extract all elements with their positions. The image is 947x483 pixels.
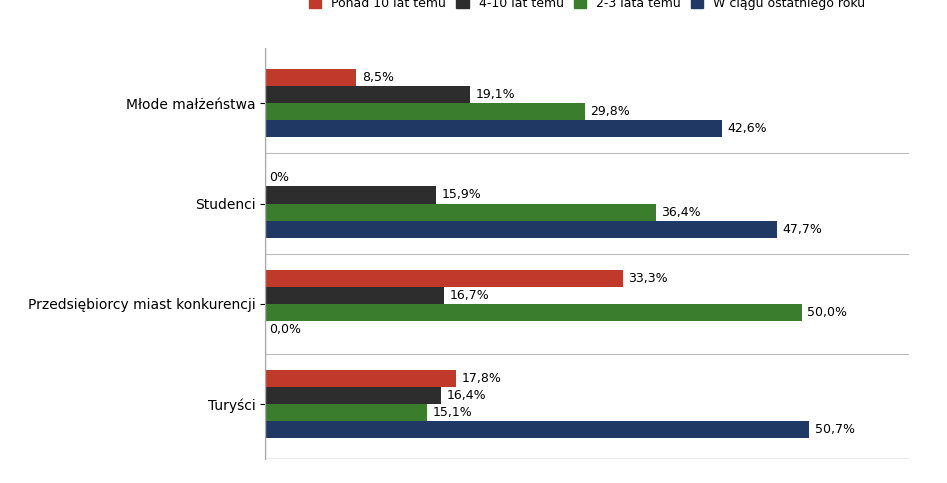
Bar	[265, 120, 723, 138]
Bar	[265, 387, 441, 404]
Text: 15,9%: 15,9%	[441, 188, 481, 201]
Text: 16,7%: 16,7%	[450, 289, 490, 301]
Text: 42,6%: 42,6%	[727, 122, 767, 135]
Bar	[265, 186, 436, 203]
Text: 50,0%: 50,0%	[807, 306, 848, 319]
Bar	[265, 203, 656, 221]
Bar	[265, 421, 810, 438]
Text: 15,1%: 15,1%	[433, 406, 473, 419]
Bar	[265, 221, 777, 238]
Text: 50,7%: 50,7%	[814, 423, 855, 436]
Bar	[265, 70, 356, 86]
Text: 0%: 0%	[270, 171, 290, 185]
Bar	[265, 270, 622, 286]
Bar	[265, 404, 427, 421]
Text: 29,8%: 29,8%	[590, 105, 630, 118]
Bar	[265, 86, 470, 103]
Bar	[265, 103, 585, 120]
Text: 36,4%: 36,4%	[661, 206, 701, 218]
Text: 8,5%: 8,5%	[362, 71, 394, 85]
Text: 17,8%: 17,8%	[461, 372, 502, 385]
Bar	[265, 304, 802, 321]
Text: 0,0%: 0,0%	[270, 323, 301, 336]
Legend: Ponad 10 lat temu, 4-10 lat temu, 2-3 lata temu, W ciągu ostatniego roku: Ponad 10 lat temu, 4-10 lat temu, 2-3 la…	[309, 0, 866, 10]
Text: 16,4%: 16,4%	[447, 389, 486, 402]
Text: 19,1%: 19,1%	[475, 88, 515, 101]
Bar	[265, 286, 444, 304]
Text: 47,7%: 47,7%	[782, 223, 822, 236]
Text: 33,3%: 33,3%	[628, 271, 668, 284]
Bar	[265, 369, 456, 387]
